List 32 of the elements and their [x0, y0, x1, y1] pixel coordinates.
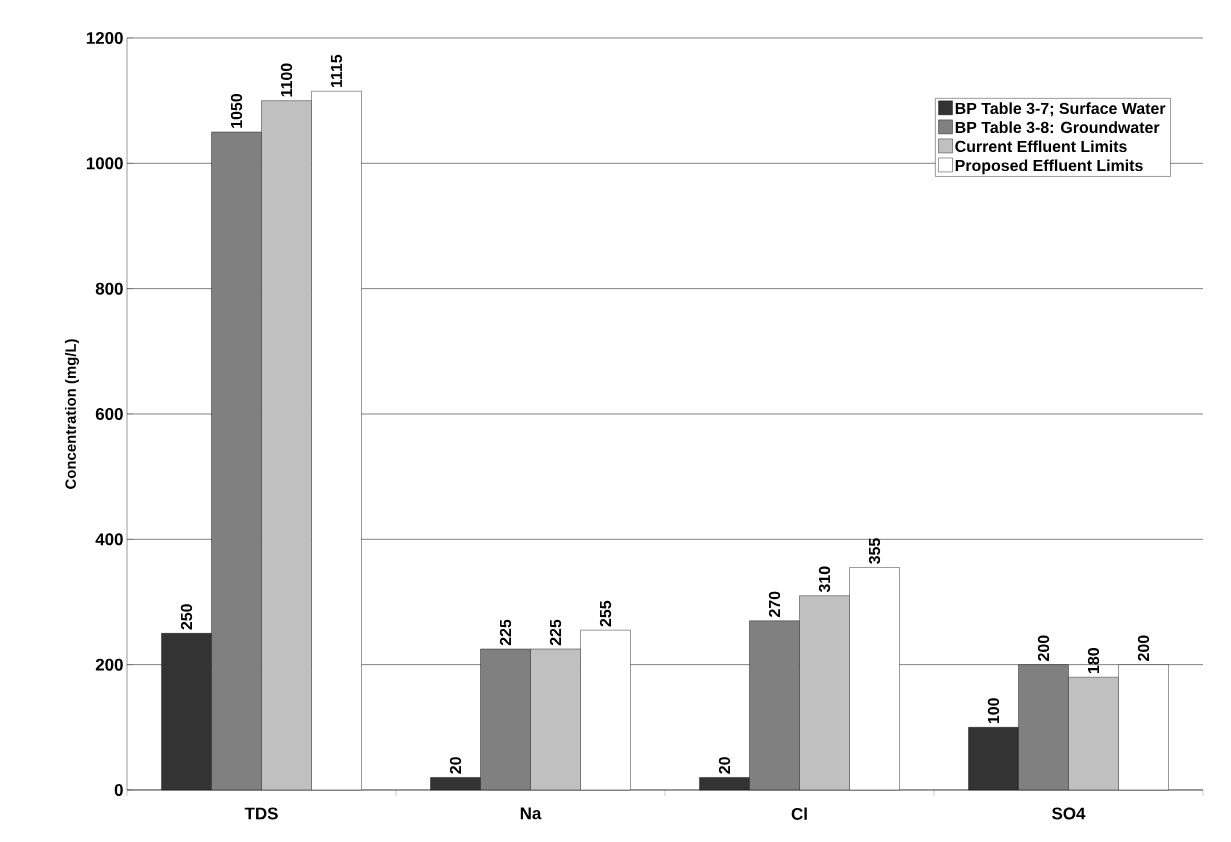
y-tick-label: 0	[114, 783, 123, 796]
legend-label: BP Table 3-8: Groundwater	[955, 121, 1160, 134]
x-tick-label: TDS	[244, 807, 278, 820]
x-tick-label: Cl	[791, 807, 807, 820]
y-tick-label: 1200	[86, 31, 123, 44]
data-label: 200	[1137, 635, 1150, 661]
data-label: 100	[987, 698, 1000, 724]
data-label: 355	[868, 538, 881, 564]
data-label: 180	[1087, 648, 1100, 673]
legend-label: BP Table 3-7; Surface Water	[955, 102, 1166, 117]
data-label: 1115	[330, 54, 343, 88]
data-label: 255	[599, 600, 612, 627]
y-tick-label: 200	[95, 658, 123, 671]
data-label: 20	[718, 757, 731, 774]
data-label: 20	[449, 757, 462, 774]
legend-label: Current Effluent Limits	[955, 140, 1127, 153]
x-tick-label: SO4	[1052, 807, 1086, 820]
data-label: 1100	[280, 63, 293, 97]
y-tick-label: 400	[95, 533, 123, 546]
y-axis-title: Concentration (mg/L)	[64, 339, 79, 489]
y-tick-label: 600	[95, 407, 123, 420]
data-label: 250	[180, 604, 193, 630]
data-label: 225	[549, 619, 562, 646]
data-label: 310	[818, 566, 831, 593]
data-label: 225	[499, 619, 512, 646]
data-label: 200	[1037, 635, 1050, 661]
y-tick-label: 1000	[86, 157, 123, 170]
data-label: 1050	[230, 93, 243, 128]
legend-label: Proposed Effluent Limits	[955, 159, 1143, 175]
data-label: 270	[768, 591, 781, 618]
x-tick-label: Na	[520, 807, 542, 820]
y-tick-label: 800	[95, 282, 123, 295]
